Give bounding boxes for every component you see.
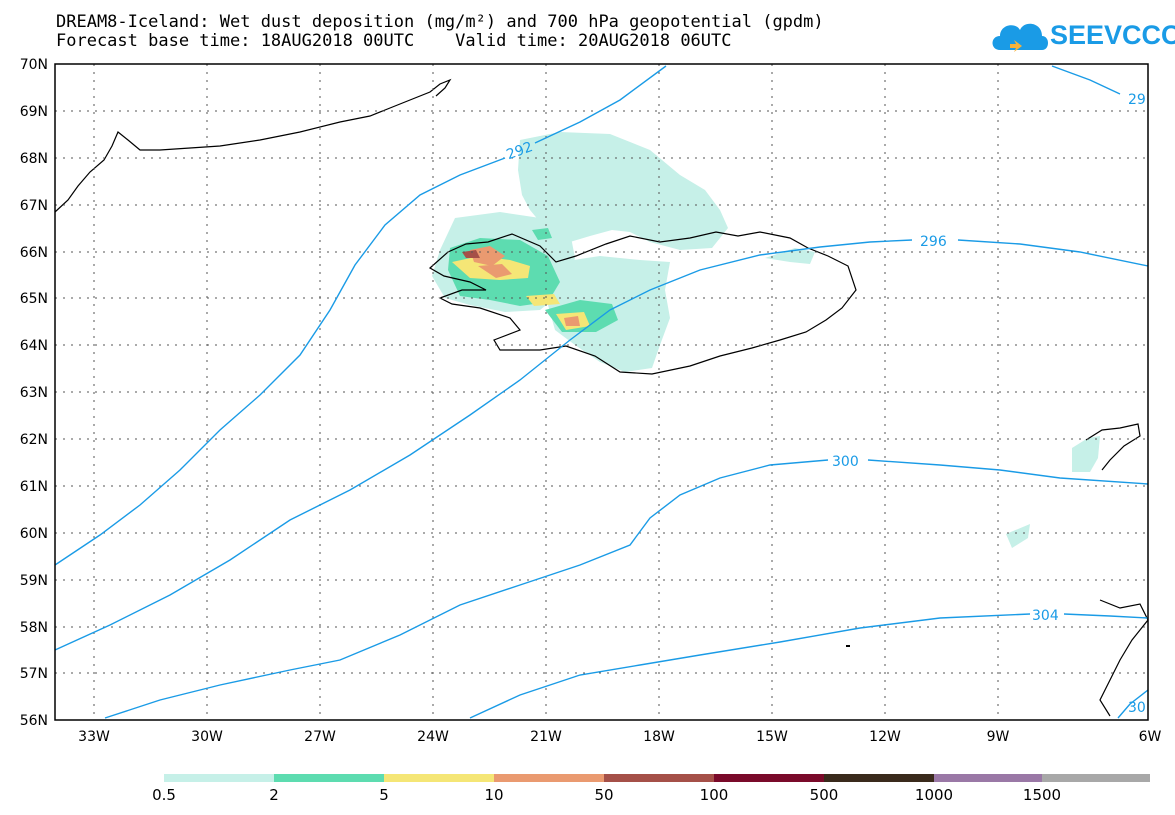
- dust-level2-spot: [532, 228, 552, 240]
- dust-level50-a: [462, 250, 480, 258]
- longitude-labels: 33W 30W 27W 24W 21W 18W 15W 12W 9W 6W: [78, 729, 1161, 745]
- map-subtitle: Forecast base time: 18AUG2018 00UTC Vali…: [56, 31, 732, 51]
- dust-level10-a: [470, 246, 505, 266]
- dust-level10-b: [478, 264, 512, 278]
- lon-label: 21W: [530, 729, 562, 745]
- dust-level10-c: [564, 316, 580, 326]
- legend-label: 1500: [1023, 786, 1061, 804]
- faroes-coast: [1085, 423, 1141, 471]
- legend-swatch: [1042, 774, 1150, 782]
- contour-label-ne: 29: [1128, 92, 1146, 108]
- seevccc-logo: SEEVCCC: [988, 14, 1175, 58]
- legend-label: 5: [379, 786, 389, 804]
- lat-label: 63N: [20, 385, 48, 401]
- lat-label: 68N: [20, 151, 48, 167]
- legend-swatch: [604, 774, 714, 782]
- dust-area-south: [1006, 524, 1030, 548]
- legend-label: 50: [594, 786, 613, 804]
- legend-swatch: [274, 774, 384, 782]
- lat-label: 67N: [20, 198, 48, 214]
- legend-swatch: [824, 774, 934, 782]
- lat-label: 65N: [20, 291, 48, 307]
- graticule: [55, 64, 1148, 720]
- contour-line-300-left: [104, 459, 829, 719]
- contour-line-292: [534, 65, 667, 144]
- lat-label: 56N: [20, 713, 48, 729]
- lat-label: 66N: [20, 245, 48, 261]
- legend-label: 1000: [915, 786, 953, 804]
- lon-label: 27W: [304, 729, 336, 745]
- legend-labels: 0.5 2 5 10 50 100 500 1000 1500: [152, 786, 1061, 804]
- legend-swatch: [164, 774, 274, 782]
- map-frame: [54, 63, 1149, 721]
- lat-label: 61N: [20, 479, 48, 495]
- dust-level5-b: [526, 294, 560, 306]
- legend-swatch: [714, 774, 824, 782]
- legend-label: 100: [700, 786, 729, 804]
- contour-line-mid: [54, 239, 913, 651]
- legend-label: 10: [484, 786, 503, 804]
- contour-line-296: [957, 239, 1149, 267]
- contour-label-se: 30: [1128, 700, 1146, 716]
- scotland-coast: [1099, 599, 1149, 717]
- lon-label: 12W: [869, 729, 901, 745]
- dust-area-north: [518, 132, 728, 250]
- contour-line-ne: [1051, 65, 1121, 95]
- lat-label: 64N: [20, 338, 48, 354]
- lat-label: 69N: [20, 104, 48, 120]
- legend-label: 2: [269, 786, 279, 804]
- contour-line-west: [54, 157, 506, 566]
- lon-label: 9W: [987, 729, 1010, 745]
- lat-label: 60N: [20, 526, 48, 542]
- lon-label: 6W: [1139, 729, 1162, 745]
- geopotential-contours: [54, 65, 1149, 719]
- map-title: DREAM8-Iceland: Wet dust deposition (mg/…: [56, 12, 824, 32]
- lon-label: 15W: [756, 729, 788, 745]
- dust-area-east: [765, 248, 815, 264]
- contour-label-296: 296: [920, 234, 947, 250]
- lat-label: 57N: [20, 666, 48, 682]
- dust-deposition-shading: [432, 132, 1100, 548]
- dust-area-faroes: [1072, 436, 1100, 472]
- greenland-coast: [54, 78, 452, 213]
- legend-colorbar: [164, 774, 1150, 782]
- lon-label: 18W: [643, 729, 675, 745]
- legend-swatch: [384, 774, 494, 782]
- contour-line-se: [1117, 689, 1149, 719]
- legend-swatch: [494, 774, 604, 782]
- lat-label: 59N: [20, 573, 48, 589]
- contour-line-304-right: [1063, 613, 1149, 619]
- legend-swatch: [934, 774, 1042, 782]
- lat-label: 62N: [20, 432, 48, 448]
- lon-label: 33W: [78, 729, 110, 745]
- lat-label: 58N: [20, 620, 48, 636]
- contour-line-300-right: [867, 459, 1149, 485]
- latitude-labels: 70N 69N 68N 67N 66N 65N 64N 63N 62N 61N …: [20, 57, 48, 729]
- legend-label: 0.5: [152, 786, 176, 804]
- contour-label-300: 300: [832, 454, 859, 470]
- lat-label: 70N: [20, 57, 48, 73]
- lon-label: 30W: [191, 729, 223, 745]
- logo-text: SEEVCCC: [1050, 20, 1175, 50]
- contour-line-304-left: [469, 613, 1031, 719]
- legend-label: 500: [810, 786, 839, 804]
- iceland-coast: [428, 231, 857, 375]
- cloud-logo-icon: [992, 23, 1048, 52]
- contour-label-304: 304: [1032, 608, 1059, 624]
- lon-label: 24W: [417, 729, 449, 745]
